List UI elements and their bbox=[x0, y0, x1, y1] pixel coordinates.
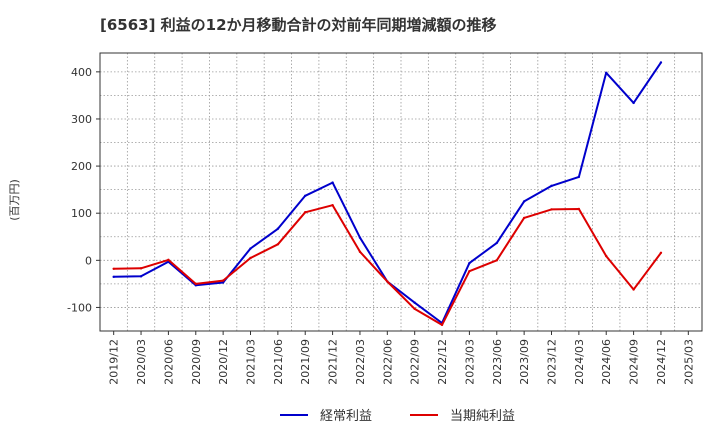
series-2-point bbox=[632, 288, 635, 291]
x-tick-label: 2022/09 bbox=[409, 339, 422, 385]
legend-label-1: 経常利益 bbox=[320, 409, 372, 424]
series-2-point bbox=[358, 250, 362, 254]
series-2-point bbox=[304, 211, 307, 214]
y-tick-label: 100 bbox=[71, 207, 92, 220]
x-tick-label: 2025/03 bbox=[682, 339, 695, 385]
series-2-point bbox=[550, 208, 553, 211]
series-1-point bbox=[304, 194, 307, 197]
x-tick-label: 2021/09 bbox=[299, 339, 312, 385]
series-2-point bbox=[167, 258, 170, 262]
chart-title: [6563] 利益の12か月移動合計の対前年同期増減額の推移 bbox=[100, 16, 497, 34]
series-2-point bbox=[276, 243, 280, 246]
y-tick-label: 300 bbox=[71, 113, 92, 126]
series-2-point bbox=[249, 256, 252, 260]
series-2-point bbox=[221, 279, 225, 282]
x-tick-label: 2024/09 bbox=[628, 339, 641, 385]
series-2-point bbox=[577, 207, 581, 211]
y-axis-label: (百万円) bbox=[8, 179, 21, 221]
plot-area: -100 0 100 200 300 400 2019/12 2020/03 2020/06 20… bbox=[67, 52, 703, 385]
series-1-point bbox=[358, 236, 362, 239]
series-1-point bbox=[139, 275, 143, 278]
series-2-point bbox=[386, 280, 389, 283]
series-1-point bbox=[659, 61, 663, 64]
series-2-point bbox=[522, 216, 526, 220]
y-tick-label: -100 bbox=[67, 301, 92, 314]
x-tick-label: 2024/03 bbox=[573, 339, 586, 385]
plot-border bbox=[99, 52, 703, 332]
series-2-point bbox=[139, 267, 143, 270]
series-1-point bbox=[249, 247, 252, 250]
plot-background bbox=[100, 53, 702, 331]
x-tick-label: 2022/06 bbox=[381, 339, 394, 385]
series-2-point bbox=[331, 203, 334, 207]
y-tick-label: 200 bbox=[71, 160, 92, 173]
series-2-point bbox=[194, 282, 197, 286]
series-1-point bbox=[468, 261, 471, 265]
series-1-point bbox=[221, 281, 225, 284]
x-tick-label: 2021/12 bbox=[327, 339, 340, 385]
series-2-point bbox=[413, 307, 416, 311]
series-1-point bbox=[495, 241, 498, 245]
x-tick-label: 2024/06 bbox=[600, 339, 613, 385]
y-tick-label: 400 bbox=[71, 66, 92, 79]
series-1-point bbox=[413, 301, 416, 304]
x-tick-label: 2022/03 bbox=[354, 339, 367, 385]
series-1-point bbox=[276, 227, 280, 230]
series-1-point bbox=[331, 181, 334, 184]
x-tick-label: 2023/03 bbox=[463, 339, 476, 385]
series-1-point bbox=[550, 184, 553, 188]
x-tick-label: 2023/12 bbox=[546, 339, 559, 385]
x-tick-label: 2024/12 bbox=[655, 339, 668, 385]
x-tick-label: 2020/12 bbox=[217, 339, 230, 385]
x-tick-label: 2021/06 bbox=[272, 339, 285, 385]
series-2-point bbox=[495, 259, 498, 262]
y-tick-label: 0 bbox=[85, 254, 92, 267]
legend: 経常利益 当期純利益 bbox=[280, 409, 515, 424]
series-1-point bbox=[522, 200, 526, 203]
x-tick-label: 2023/09 bbox=[518, 339, 531, 385]
x-tick-label: 2020/03 bbox=[135, 339, 148, 385]
x-tick-label: 2021/03 bbox=[245, 339, 258, 385]
series-2-point bbox=[659, 251, 663, 254]
series-1-point bbox=[605, 71, 608, 74]
x-tick-label: 2023/06 bbox=[491, 339, 504, 385]
x-tick-label: 2020/06 bbox=[162, 339, 175, 385]
series-2-point bbox=[440, 323, 444, 327]
x-tick-label: 2020/09 bbox=[190, 339, 203, 385]
x-tick-label: 2022/12 bbox=[436, 339, 449, 385]
x-tick-label: 2019/12 bbox=[108, 339, 121, 385]
series-2-point bbox=[605, 254, 608, 258]
legend-label-2: 当期純利益 bbox=[450, 409, 515, 424]
series-1-point bbox=[112, 275, 115, 279]
series-1-point bbox=[577, 175, 581, 179]
series-2-point bbox=[468, 269, 471, 273]
series-1-point bbox=[632, 101, 635, 105]
series-2-point bbox=[112, 267, 115, 271]
